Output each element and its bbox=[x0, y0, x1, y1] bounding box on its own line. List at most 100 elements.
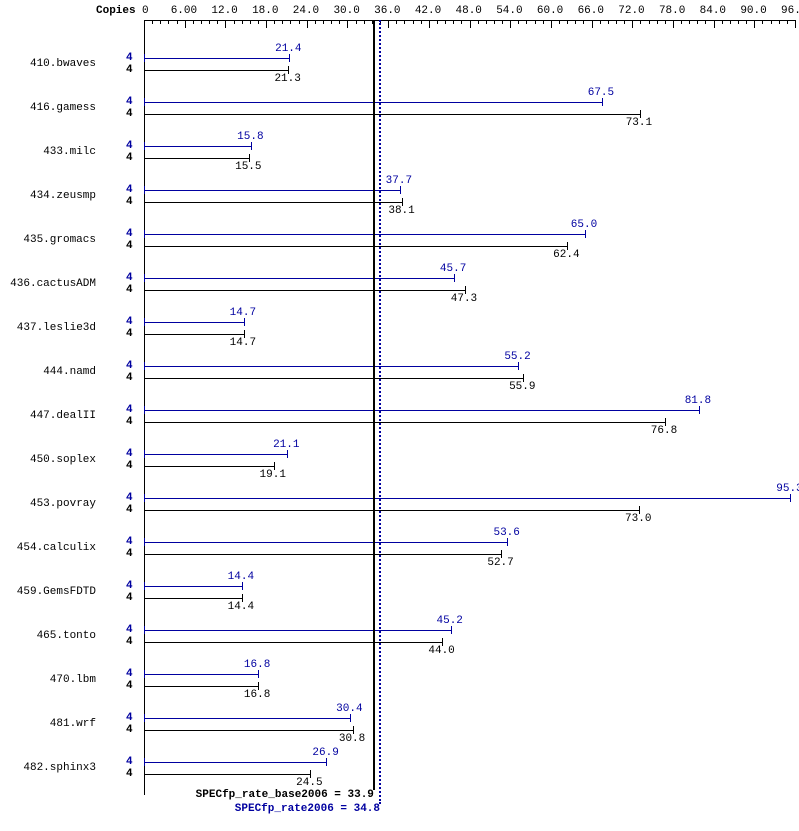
axis-tick-minor bbox=[445, 20, 446, 24]
axis-tick-minor bbox=[649, 20, 650, 24]
axis-tick-minor bbox=[315, 20, 316, 24]
axis-tick-minor bbox=[331, 20, 332, 24]
bar-base-cap-start bbox=[144, 330, 145, 338]
axis-tick-major bbox=[266, 20, 267, 28]
axis-tick-minor bbox=[258, 20, 259, 24]
value-label-peak: 15.8 bbox=[237, 132, 263, 143]
bar-base bbox=[144, 730, 353, 731]
benchmark-label: 434.zeusmp bbox=[0, 191, 96, 202]
value-label-base: 52.7 bbox=[487, 558, 513, 569]
copies-value-base: 4 bbox=[126, 285, 133, 296]
bar-base bbox=[144, 158, 249, 159]
axis-tick-label: 0 bbox=[142, 6, 149, 17]
bar-peak bbox=[144, 630, 451, 631]
copies-value-base: 4 bbox=[126, 417, 133, 428]
bar-base-cap-start bbox=[144, 594, 145, 602]
axis-tick-label: 54.0 bbox=[496, 6, 522, 17]
value-label-peak: 53.6 bbox=[493, 528, 519, 539]
bar-peak-cap-start bbox=[144, 670, 145, 678]
axis-tick-label: 72.0 bbox=[618, 6, 644, 17]
benchmark-label: 433.milc bbox=[0, 147, 96, 158]
axis-tick-label: 78.0 bbox=[659, 6, 685, 17]
copies-value-peak: 4 bbox=[126, 493, 133, 504]
bar-peak-cap-start bbox=[144, 98, 145, 106]
copies-value-peak: 4 bbox=[126, 229, 133, 240]
axis-tick-minor bbox=[461, 20, 462, 24]
benchmark-label: 410.bwaves bbox=[0, 59, 96, 70]
axis-tick-major bbox=[388, 20, 389, 28]
bar-peak bbox=[144, 542, 507, 543]
bar-peak-cap-start bbox=[144, 362, 145, 370]
bar-peak-cap-start bbox=[144, 494, 145, 502]
copies-value-peak: 4 bbox=[126, 405, 133, 416]
bar-base bbox=[144, 774, 310, 775]
value-label-base: 14.4 bbox=[228, 602, 254, 613]
bar-peak-cap-end bbox=[507, 538, 508, 546]
axis-tick-minor bbox=[535, 20, 536, 24]
axis-tick-minor bbox=[746, 20, 747, 24]
copies-value-base: 4 bbox=[126, 197, 133, 208]
copies-value-base: 4 bbox=[126, 725, 133, 736]
axis-tick-label: 6.00 bbox=[171, 6, 197, 17]
axis-tick-label: 96.0 bbox=[781, 6, 799, 17]
axis-tick-minor bbox=[193, 20, 194, 24]
copies-value-base: 4 bbox=[126, 373, 133, 384]
axis-tick-major bbox=[632, 20, 633, 28]
benchmark-label: 416.gamess bbox=[0, 103, 96, 114]
benchmark-label: 465.tonto bbox=[0, 631, 96, 642]
copies-header: Copies bbox=[96, 6, 136, 17]
axis-tick-label: 84.0 bbox=[700, 6, 726, 17]
axis-tick-label: 12.0 bbox=[211, 6, 237, 17]
axis-tick-major bbox=[470, 20, 471, 28]
axis-tick-minor bbox=[567, 20, 568, 24]
copies-value-peak: 4 bbox=[126, 581, 133, 592]
bar-base bbox=[144, 378, 523, 379]
bar-peak-cap-end bbox=[326, 758, 327, 766]
axis-tick-minor bbox=[282, 20, 283, 24]
copies-value-peak: 4 bbox=[126, 97, 133, 108]
value-label-base: 47.3 bbox=[451, 294, 477, 305]
copies-value-base: 4 bbox=[126, 109, 133, 120]
copies-value-base: 4 bbox=[126, 65, 133, 76]
axis-tick-minor bbox=[722, 20, 723, 24]
axis-tick-minor bbox=[787, 20, 788, 24]
copies-value-peak: 4 bbox=[126, 273, 133, 284]
copies-value-peak: 4 bbox=[126, 141, 133, 152]
copies-value-base: 4 bbox=[126, 549, 133, 560]
axis-tick-minor bbox=[339, 20, 340, 24]
axis-tick-minor bbox=[600, 20, 601, 24]
axis-tick-minor bbox=[201, 20, 202, 24]
axis-tick-minor bbox=[583, 20, 584, 24]
bar-peak bbox=[144, 586, 242, 587]
bar-peak bbox=[144, 58, 289, 59]
value-label-peak: 26.9 bbox=[312, 748, 338, 759]
value-label-peak: 16.8 bbox=[244, 660, 270, 671]
bar-peak-cap-end bbox=[258, 670, 259, 678]
copies-value-base: 4 bbox=[126, 637, 133, 648]
axis-tick-minor bbox=[665, 20, 666, 24]
bar-peak-cap-start bbox=[144, 626, 145, 634]
axis-tick-major bbox=[551, 20, 552, 28]
bar-peak bbox=[144, 454, 287, 455]
bar-peak-cap-end bbox=[699, 406, 700, 414]
axis-tick-label: 42.0 bbox=[415, 6, 441, 17]
bar-base bbox=[144, 510, 639, 511]
bar-peak-cap-end bbox=[289, 54, 290, 62]
axis-tick-minor bbox=[234, 20, 235, 24]
bar-base-cap-start bbox=[144, 418, 145, 426]
bar-base-cap-start bbox=[144, 770, 145, 778]
axis-tick-major bbox=[714, 20, 715, 28]
benchmark-label: 470.lbm bbox=[0, 675, 96, 686]
copies-value-peak: 4 bbox=[126, 713, 133, 724]
bar-peak bbox=[144, 190, 400, 191]
bar-peak bbox=[144, 410, 699, 411]
bar-peak-cap-end bbox=[790, 494, 791, 502]
axis-tick-minor bbox=[624, 20, 625, 24]
bar-base-cap-start bbox=[144, 66, 145, 74]
bar-base bbox=[144, 70, 288, 71]
bar-peak-cap-start bbox=[144, 186, 145, 194]
axis-tick-minor bbox=[559, 20, 560, 24]
bar-base bbox=[144, 422, 665, 423]
axis-tick-minor bbox=[526, 20, 527, 24]
axis-tick-minor bbox=[738, 20, 739, 24]
